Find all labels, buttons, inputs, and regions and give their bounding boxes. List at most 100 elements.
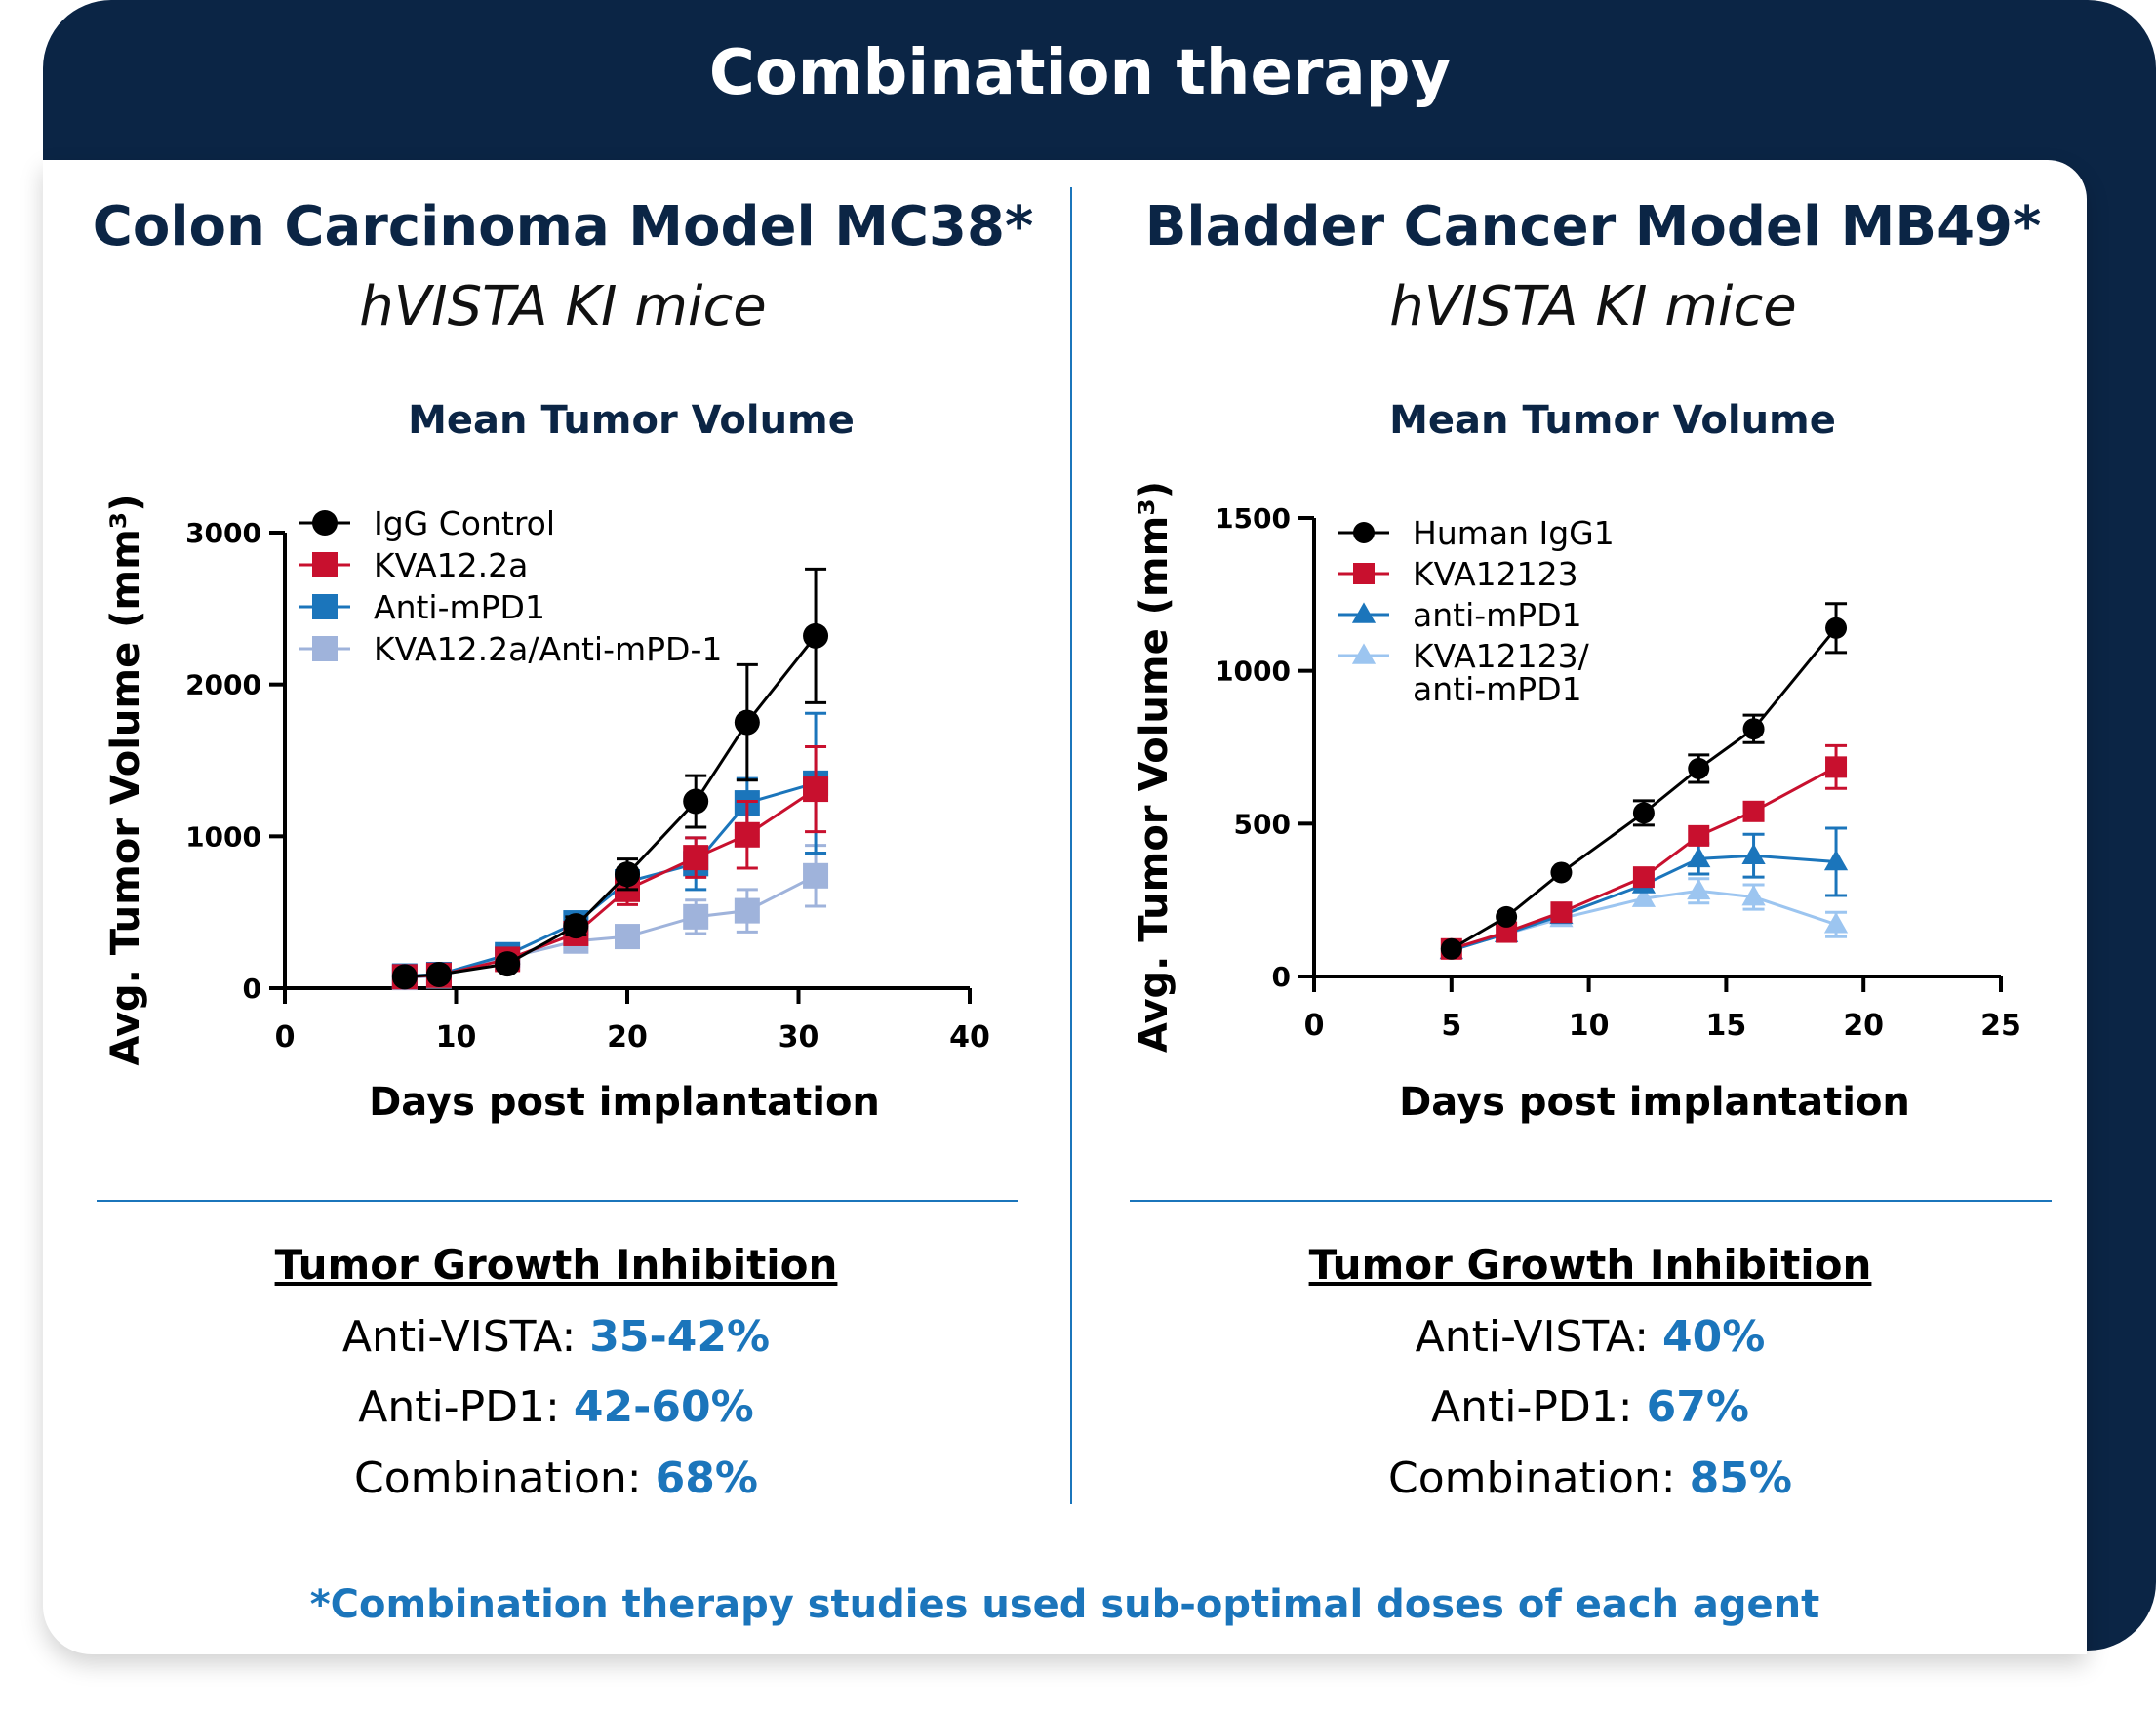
right-x-tick-label: 10 — [1569, 1009, 1610, 1043]
left-model-title: Colon Carcinoma Model MC38* — [92, 195, 1034, 259]
left-tgi-label: Anti-PD1: — [358, 1382, 560, 1432]
left-y-tick-label: 1000 — [185, 820, 261, 853]
left-data-point — [683, 788, 709, 815]
right-data-point — [1550, 901, 1573, 924]
left-tgi-label: Combination: — [354, 1453, 642, 1503]
left-y-tick-label: 3000 — [185, 517, 261, 549]
right-tgi-label: Anti-VISTA: — [1415, 1312, 1650, 1362]
right-x-axis-label: Days post implantation — [1399, 1080, 1910, 1125]
left-tgi-value: 35-42% — [589, 1312, 771, 1362]
right-data-point — [1688, 824, 1710, 847]
right-x-tick-label: 25 — [1980, 1009, 2021, 1043]
right-series — [1440, 743, 1848, 960]
right-tgi-row: Combination: 85% — [1102, 1453, 2078, 1503]
right-legend-label: anti-mPD1 — [1413, 596, 1582, 634]
right-tgi-label: Anti-PD1: — [1431, 1382, 1633, 1432]
left-series — [391, 711, 829, 989]
right-chart: 0 500 1000 1500 0 5 10 15 20 25 Days post implanta… — [1132, 481, 2021, 1125]
right-tgi-value: 85% — [1689, 1453, 1792, 1503]
right-legend-marker — [1351, 602, 1377, 623]
left-data-point — [615, 924, 640, 950]
left-legend-marker — [312, 594, 338, 619]
right-y-axis-label: Avg. Tumor Volume (mm³) — [1132, 481, 1177, 1053]
left-data-point — [683, 903, 709, 930]
left-x-tick-label: 0 — [275, 1020, 296, 1054]
left-chart-title: Mean Tumor Volume — [408, 398, 855, 443]
right-legend-marker — [1353, 563, 1375, 584]
right-data-point — [1440, 937, 1462, 960]
right-y-tick-label: 1500 — [1215, 502, 1291, 535]
left-legend-label: Anti-mPD1 — [374, 588, 545, 626]
right-chart-title: Mean Tumor Volume — [1389, 398, 1836, 443]
right-data-point — [1496, 905, 1518, 928]
right-series — [1440, 602, 1848, 960]
right-tgi-row: Anti-PD1: 67% — [1102, 1382, 2078, 1432]
left-tgi-row: Combination: 68% — [68, 1453, 1044, 1503]
right-data-point — [1687, 846, 1711, 868]
right-data-point — [1823, 912, 1849, 934]
left-section-divider — [97, 1200, 1018, 1202]
right-y-tick-label: 1000 — [1215, 656, 1291, 688]
left-series — [391, 567, 829, 990]
left-tgi-row: Anti-PD1: 42-60% — [68, 1382, 1044, 1432]
left-data-point — [803, 862, 829, 889]
right-legend-label: Human IgG1 — [1413, 514, 1615, 552]
right-tgi-value: 40% — [1662, 1312, 1766, 1362]
right-legend-label: KVA12123 — [1413, 555, 1578, 593]
page-title: Combination therapy — [708, 37, 1452, 109]
right-legend-label: anti-mPD1 — [1413, 670, 1582, 708]
left-x-tick-label: 10 — [436, 1020, 477, 1054]
left-data-point — [563, 913, 589, 939]
right-data-point — [1550, 861, 1573, 884]
left-tgi-value: 42-60% — [573, 1382, 754, 1432]
content-card — [43, 160, 2087, 1654]
right-x-tick-label: 20 — [1843, 1009, 1884, 1043]
left-x-tick-label: 20 — [607, 1020, 648, 1054]
right-legend-marker — [1353, 522, 1375, 543]
left-model-subtitle: hVISTA KI mice — [359, 275, 767, 338]
right-tgi-value: 67% — [1646, 1382, 1749, 1432]
right-tgi-heading: Tumor Growth Inhibition — [1308, 1241, 1872, 1289]
right-data-point — [1742, 718, 1765, 740]
right-data-point — [1688, 757, 1710, 779]
left-data-point — [803, 776, 829, 803]
left-tgi-value: 68% — [655, 1453, 758, 1503]
left-legend-marker — [312, 552, 338, 577]
left-series — [391, 744, 829, 990]
right-data-point — [1632, 802, 1655, 824]
right-tgi-label: Combination: — [1388, 1453, 1676, 1503]
right-section-divider — [1130, 1200, 2052, 1202]
right-data-point — [1825, 756, 1848, 778]
left-tgi-row: Anti-VISTA: 35-42% — [68, 1312, 1044, 1362]
right-data-point — [1741, 843, 1766, 865]
left-x-tick-label: 40 — [949, 1020, 990, 1054]
right-data-point — [1742, 800, 1765, 822]
left-y-tick-label: 2000 — [185, 669, 261, 701]
left-data-point — [615, 861, 640, 888]
left-data-point — [734, 897, 760, 924]
left-x-axis-label: Days post implantation — [369, 1080, 880, 1125]
right-y-tick-label: 0 — [1272, 961, 1291, 993]
right-data-point — [1825, 617, 1848, 639]
right-x-tick-label: 0 — [1304, 1009, 1325, 1043]
right-y-tick-label: 500 — [1234, 808, 1291, 840]
right-data-point — [1496, 921, 1518, 943]
right-tgi-row: Anti-VISTA: 40% — [1102, 1312, 2078, 1362]
left-legend-label: KVA12.2a — [374, 546, 528, 584]
left-legend-label: IgG Control — [374, 504, 555, 542]
left-tgi-heading: Tumor Growth Inhibition — [274, 1241, 838, 1289]
left-data-point — [391, 964, 418, 990]
left-legend-label: KVA12.2a/Anti-mPD-1 — [374, 630, 722, 668]
left-y-axis-label: Avg. Tumor Volume (mm³) — [103, 494, 148, 1065]
left-data-point — [734, 821, 760, 848]
left-data-point — [495, 951, 521, 977]
right-model-title: Bladder Cancer Model MB49* — [1144, 195, 2042, 259]
left-series-line — [404, 787, 817, 978]
left-data-point — [683, 845, 709, 871]
right-x-tick-label: 5 — [1441, 1009, 1461, 1043]
right-legend: Human IgG1KVA12123anti-mPD1KVA12123/anti… — [1338, 514, 1615, 708]
column-divider — [1070, 187, 1072, 1504]
left-data-point — [425, 961, 452, 987]
left-legend-marker — [312, 636, 338, 661]
right-data-point — [1687, 878, 1711, 900]
